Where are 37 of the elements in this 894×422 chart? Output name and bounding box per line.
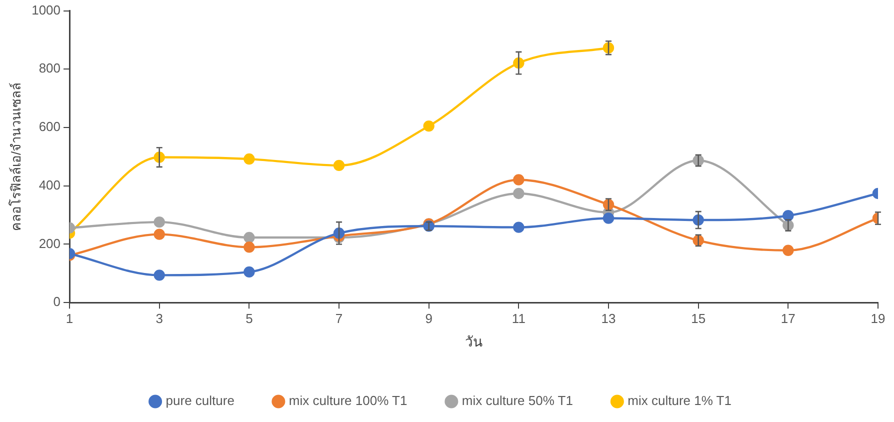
x-tick-label: 11	[512, 310, 526, 326]
y-tick-label: 400	[38, 177, 61, 192]
y-tick-label: 1000	[32, 2, 61, 18]
point	[244, 266, 255, 278]
point	[154, 216, 165, 228]
x-tick-label: 19	[870, 310, 886, 326]
x-tick-label: 9	[425, 310, 432, 326]
point	[782, 244, 794, 256]
point	[333, 160, 345, 172]
point	[513, 188, 524, 200]
point	[602, 212, 614, 224]
x-tick-label: 5	[246, 310, 253, 326]
legend-label: mix culture 1% T1	[628, 393, 732, 408]
point	[423, 120, 434, 132]
point	[154, 270, 165, 281]
point	[782, 210, 794, 222]
x-tick-label: 3	[156, 310, 163, 326]
point	[244, 153, 255, 165]
point	[244, 242, 255, 253]
x-axis-title: วัน	[464, 333, 483, 350]
point	[244, 232, 255, 244]
y-tick-label: 200	[38, 236, 61, 251]
legend-label: mix culture 100% T1	[288, 393, 408, 408]
legend-label: mix culture 50% T1	[462, 393, 573, 408]
legend-label: pure culture	[166, 393, 234, 408]
point	[513, 174, 524, 186]
point	[154, 228, 165, 240]
x-tick-label: 15	[691, 310, 706, 326]
y-tick-label: 0	[53, 294, 61, 310]
point	[513, 222, 524, 233]
y-tick-label: 800	[38, 60, 61, 76]
y-axis-title: คลอโรฟิลล์เอ/จำนวนเซลล์	[8, 82, 24, 232]
x-tick-label: 17	[780, 310, 796, 326]
x-tick-label: 7	[335, 310, 343, 326]
x-tick-label: 13	[601, 310, 616, 326]
y-tick-label: 600	[38, 119, 61, 134]
x-tick-label: 1	[66, 310, 74, 326]
